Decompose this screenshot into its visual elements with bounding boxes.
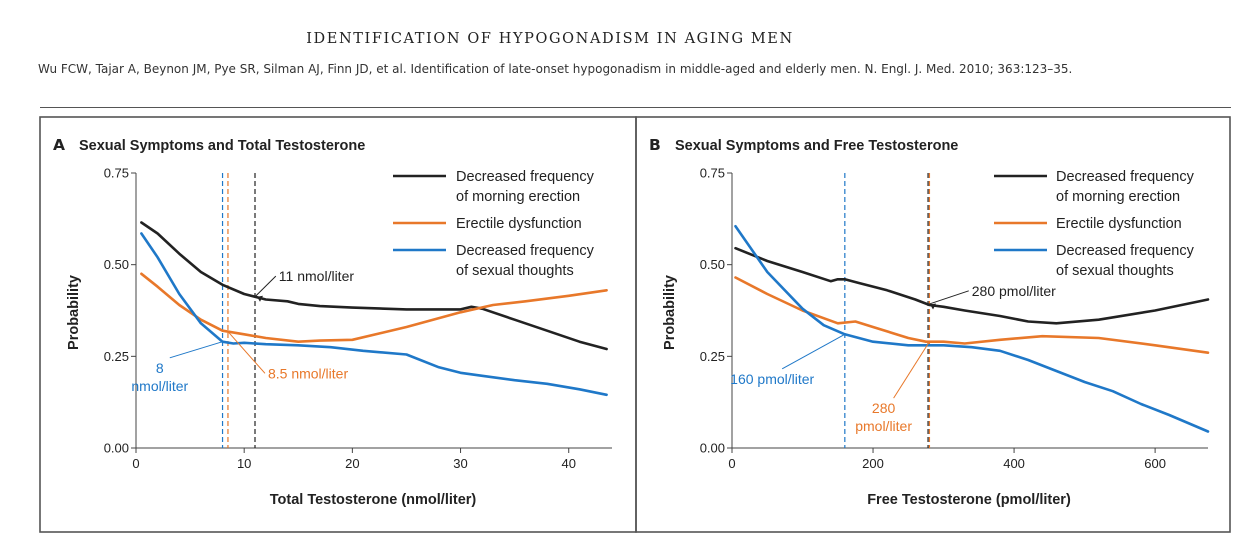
panel-b-title: Sexual Symptoms and Free Testosterone [675, 138, 958, 154]
panel-b-series-line [734, 276, 1210, 355]
panel-a-legend-label: Erectile dysfunction [456, 216, 582, 232]
panel-b-legend-label: of sexual thoughts [1056, 263, 1174, 279]
panel-b-threshold-label: 280 pmol/liter [972, 283, 1056, 299]
panel-a-threshold-label: 8.5 nmol/liter [268, 365, 348, 381]
panel-b-y-axis-label: Probability [662, 275, 678, 350]
panel-a-threshold-label: 8 [156, 360, 164, 376]
panel-b-threshold-leader [893, 341, 930, 399]
panel-a-x-tick-label: 30 [453, 456, 467, 471]
panel-b-threshold-leader [927, 290, 969, 305]
panel-a-threshold-leader [254, 275, 277, 298]
panel-b-y-tick-label: 0.25 [700, 349, 725, 364]
panel-a-legend-label: Decreased frequency [456, 169, 595, 185]
panel-a-series-line [140, 272, 608, 344]
panel-b-x-axis-label: Free Testosterone (pmol/liter) [867, 492, 1071, 508]
panel-a-y-tick-label: 0.75 [104, 166, 129, 181]
panel-a-x-tick-label: 20 [345, 456, 359, 471]
panel-b-threshold-label: 280 [872, 400, 896, 416]
panel-b-letter: B [649, 136, 661, 154]
panel-b-legend-label: Decreased frequency [1056, 243, 1195, 259]
panel-a-x-axis-label: Total Testosterone (nmol/liter) [270, 492, 477, 508]
panel-a-legend-label: of morning erection [456, 189, 580, 205]
panel-b-threshold-leader [781, 333, 846, 370]
panel-a-legend-label: of sexual thoughts [456, 263, 574, 279]
panel-a-threshold-label: 11 nmol/liter [279, 268, 355, 284]
panel-a-threshold-leader [227, 331, 266, 374]
panel-a-threshold-arrowhead [257, 295, 263, 302]
panel-a-threshold-leader [169, 341, 223, 359]
panel-a-threshold-label: nmol/liter [131, 378, 188, 394]
panel-a-y-tick-label: 0.50 [104, 257, 129, 272]
panel-b-legend-label: Decreased frequency [1056, 169, 1195, 185]
panel-a-letter: A [53, 136, 65, 154]
panel-a-x-tick-label: 40 [561, 456, 575, 471]
panel-b-x-tick-label: 400 [1003, 456, 1025, 471]
panel-b-series-line [734, 246, 1210, 325]
panel-a-x-tick-label: 10 [237, 456, 251, 471]
panel-a-title: Sexual Symptoms and Total Testosterone [79, 138, 365, 154]
panel-b-x-tick-label: 600 [1144, 456, 1166, 471]
citation-text: Wu FCW, Tajar A, Beynon JM, Pye SR, Silm… [38, 62, 1073, 76]
panel-b-threshold-arrowhead [930, 303, 937, 310]
panel-b-legend-label: Erectile dysfunction [1056, 216, 1182, 232]
panel-b-y-tick-label: 0.00 [700, 441, 725, 456]
panel-b-y-tick-label: 0.75 [700, 166, 725, 181]
panel-a-x-tick-label: 0 [132, 456, 139, 471]
panel-b-threshold-label: pmol/liter [855, 418, 912, 434]
page-header-title: IDENTIFICATION OF HYPOGONADISM IN AGING … [306, 31, 794, 47]
panel-b-series-line [734, 224, 1210, 433]
panel-b-x-tick-label: 200 [862, 456, 884, 471]
panel-a-series-line [140, 221, 608, 351]
panel-a-y-tick-label: 0.00 [104, 441, 129, 456]
panel-a-legend-label: Decreased frequency [456, 243, 595, 259]
panel-a-series-line [140, 232, 608, 397]
header-divider [40, 107, 1231, 108]
panel-a-y-axis-label: Probability [66, 275, 82, 350]
panel-b-threshold-label: 160 pmol/liter [730, 371, 814, 387]
panel-b-frame [635, 116, 1231, 533]
panel-a-y-tick-label: 0.25 [104, 349, 129, 364]
panel-b-y-tick-label: 0.50 [700, 257, 725, 272]
panel-b-legend-label: of morning erection [1056, 189, 1180, 205]
panel-b-x-tick-label: 0 [728, 456, 735, 471]
